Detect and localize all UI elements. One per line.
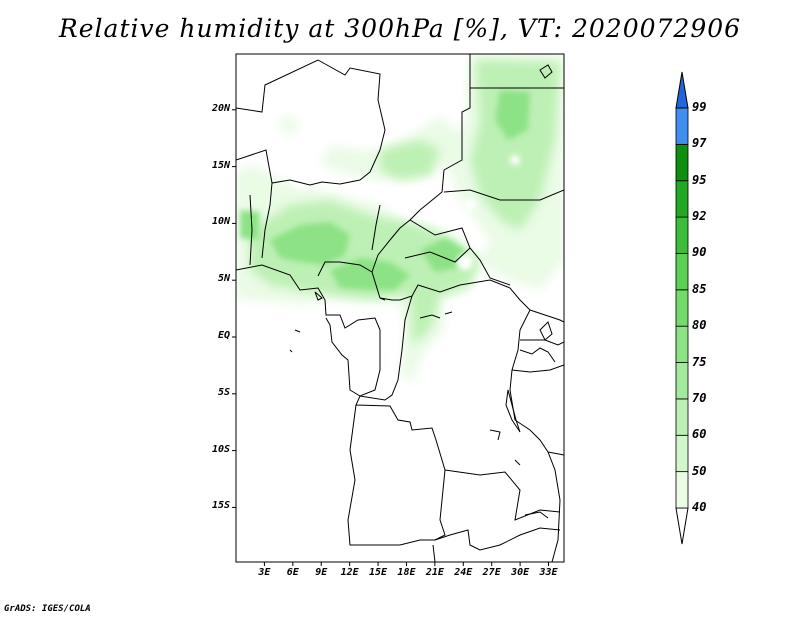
colorbar-box: [675, 398, 689, 436]
lon-label: 12E: [340, 567, 359, 578]
colorbar-label: 90: [692, 245, 707, 260]
colorbar-label: 80: [692, 318, 707, 333]
colorbar-box: [675, 216, 689, 254]
colorbar-box: [675, 143, 689, 182]
colorbar-box: [675, 471, 689, 509]
lat-label: 20N: [211, 102, 230, 114]
colorbar-box: [675, 362, 689, 400]
lon-label: 27E: [482, 567, 501, 578]
colorbar-box: [675, 253, 689, 291]
colorbar-label: 75: [692, 354, 707, 369]
lat-label: 10N: [211, 216, 230, 228]
map-frame: [235, 53, 565, 563]
colorbar-label: 99: [692, 100, 707, 114]
country-boundaries: [236, 54, 564, 562]
grads-credit: GrADS: IGES/COLA: [4, 604, 91, 614]
lat-label: 15N: [211, 159, 230, 171]
lon-label: 15E: [369, 567, 388, 578]
colorbar-label: 40: [692, 500, 707, 514]
lon-label: 3E: [258, 567, 271, 578]
colorbar-box: [675, 107, 689, 145]
chart-title: Relative humidity at 300hPa [%], VT: 202…: [58, 14, 742, 43]
humidity-field: [236, 54, 564, 385]
lat-label: 10S: [211, 443, 230, 455]
colorbar-box: [675, 289, 689, 327]
colorbar: [675, 71, 689, 545]
colorbar-label: 70: [692, 390, 707, 405]
lat-label: 5N: [217, 273, 230, 285]
colorbar-box: [675, 325, 689, 363]
lon-label: 33E: [539, 567, 558, 578]
lat-label: 15S: [211, 500, 230, 512]
colorbar-box: [675, 434, 689, 473]
colorbar-label: 85: [692, 281, 707, 296]
lon-label: 18E: [397, 567, 416, 578]
lon-label: 21E: [425, 567, 444, 578]
lat-label: EQ: [217, 330, 230, 341]
lon-label: 9E: [315, 567, 328, 578]
colorbar-low-arrow: [675, 507, 689, 545]
colorbar-label: 95: [692, 172, 707, 187]
lon-label: 30E: [511, 567, 530, 578]
lon-label: 24E: [454, 567, 473, 578]
colorbar-label: 50: [692, 463, 707, 478]
lon-label: 6E: [286, 567, 299, 578]
lat-label: 5S: [217, 386, 230, 398]
colorbar-label: 97: [692, 136, 707, 151]
colorbar-box: [675, 180, 689, 218]
colorbar-label: 60: [692, 427, 707, 442]
colorbar-high-arrow: [675, 71, 689, 109]
colorbar-label: 92: [692, 209, 707, 224]
